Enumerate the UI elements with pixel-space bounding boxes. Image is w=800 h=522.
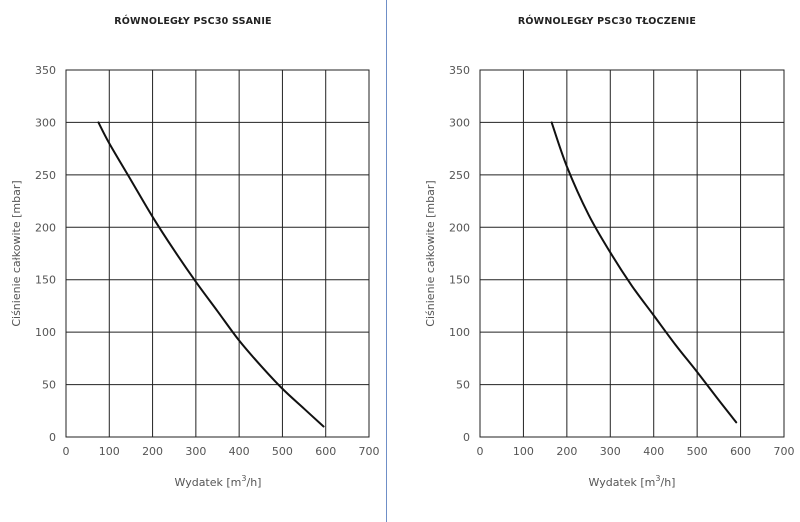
ssanie-x-axis-label-end: /h] [246, 476, 261, 489]
tloczenie-x-axis-label: Wydatek [m3/h] [589, 474, 676, 489]
ssanie-plot-frame [65, 69, 370, 438]
tloczenie-x-tick-label: 700 [774, 445, 795, 458]
ssanie-y-axis-label: Ciśnienie całkowite [mbar] [10, 180, 23, 326]
tloczenie-y-tick-label: 50 [456, 379, 470, 392]
tloczenie-x-tick-label: 400 [643, 445, 664, 458]
tloczenie-y-tick-label: 200 [449, 221, 470, 234]
ssanie-x-tick-label: 0 [63, 445, 70, 458]
tloczenie-y-tick-label: 250 [449, 169, 470, 182]
ssanie-x-tick-label: 300 [185, 445, 206, 458]
tloczenie-y-tick-label: 300 [449, 116, 470, 129]
tloczenie-chart-title: RÓWNOLEGŁY PSC30 TŁOCZENIE [518, 15, 696, 27]
ssanie-y-tick-label: 100 [35, 326, 56, 339]
ssanie-x-tick-label: 100 [99, 445, 120, 458]
ssanie-x-tick-label: 600 [315, 445, 336, 458]
tloczenie-x-tick-label: 200 [556, 445, 577, 458]
ssanie-y-tick-label: 0 [49, 431, 56, 444]
ssanie-y-tick-label: 150 [35, 274, 56, 287]
ssanie-x-axis-label-sup: 3 [241, 474, 246, 483]
tloczenie-x-axis-label-sup: 3 [655, 474, 660, 483]
tloczenie-x-tick-label: 100 [513, 445, 534, 458]
ssanie-x-tick-label: 700 [359, 445, 380, 458]
ssanie-x-tick-label: 500 [272, 445, 293, 458]
ssanie-x-axis-label-main: Wydatek [m [175, 476, 242, 489]
ssanie-x-tick-label: 400 [229, 445, 250, 458]
ssanie-chart-title: RÓWNOLEGŁY PSC30 SSANIE [114, 15, 272, 27]
tloczenie-plot-frame [479, 69, 785, 438]
ssanie-x-tick-label: 200 [142, 445, 163, 458]
panel-divider [386, 0, 387, 522]
ssanie-series-line [97, 121, 325, 428]
tloczenie-y-tick-label: 0 [463, 431, 470, 444]
tloczenie-y-tick-label: 150 [449, 274, 470, 287]
tloczenie-x-tick-label: 0 [477, 445, 484, 458]
tloczenie-x-tick-label: 300 [600, 445, 621, 458]
tloczenie-series-line [550, 121, 738, 424]
ssanie-y-tick-label: 50 [42, 379, 56, 392]
tloczenie-y-tick-label: 350 [449, 64, 470, 77]
tloczenie-x-axis-label-main: Wydatek [m [589, 476, 656, 489]
tloczenie-y-tick-label: 100 [449, 326, 470, 339]
ssanie-x-axis-label: Wydatek [m3/h] [175, 474, 262, 489]
tloczenie-x-axis-label-end: /h] [660, 476, 675, 489]
ssanie-y-tick-label: 250 [35, 169, 56, 182]
chart-right: RÓWNOLEGŁY PSC30 TŁOCZENIE 0 100 200 300 400 5… [424, 15, 795, 489]
ssanie-y-tick-label: 300 [35, 116, 56, 129]
tloczenie-x-tick-label: 500 [687, 445, 708, 458]
tloczenie-y-axis-label: Ciśnienie całkowite [mbar] [424, 180, 437, 326]
ssanie-y-tick-label: 350 [35, 64, 56, 77]
tloczenie-x-tick-label: 600 [730, 445, 751, 458]
ssanie-y-tick-label: 200 [35, 221, 56, 234]
